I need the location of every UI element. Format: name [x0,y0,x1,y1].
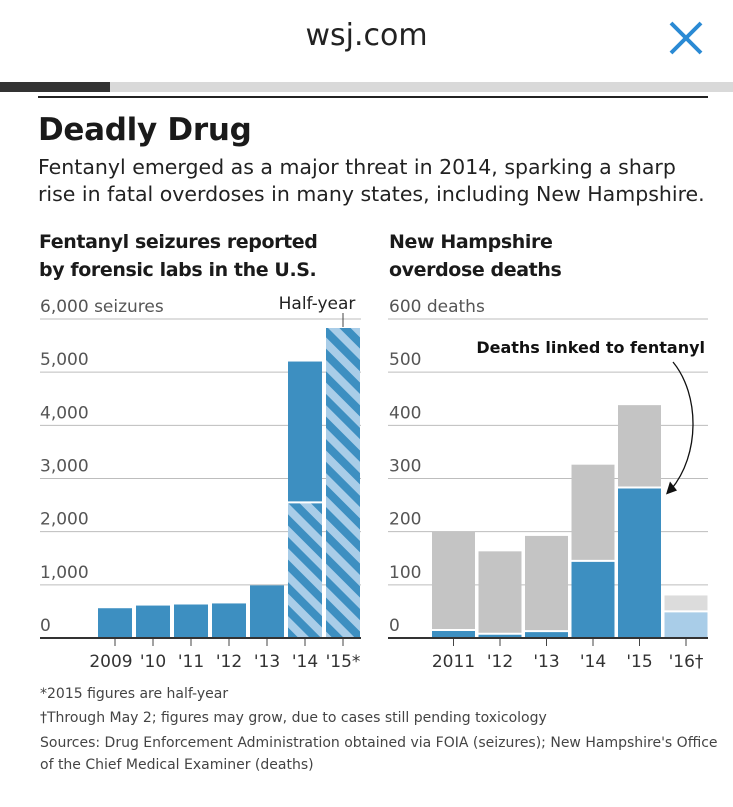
x-tick-label: '12 [487,652,513,672]
annotation-arrow [670,361,694,490]
y-tick-label: 1,000 [40,563,89,583]
bar-total-deaths [478,551,522,638]
x-tick-label: 2009 [89,652,132,672]
arrowhead-icon [666,481,677,495]
fentanyl-annotation: Deaths linked to fentanyl [476,338,705,357]
x-tick-label: '15* [326,652,361,672]
y-tick-label: 0 [40,616,51,636]
x-tick-label: '13 [254,652,280,672]
bar [136,605,170,638]
bar [250,585,284,638]
y-tick-label: 200 [389,510,421,530]
x-tick-label: '14 [580,652,606,672]
y-tick-label: 4,000 [40,403,89,423]
sources-note: Sources: Drug Enforcement Administration… [40,735,718,773]
bar-total-deaths [525,535,568,638]
y-tick-label: 300 [389,457,421,477]
deaths-chart: 0 100 200 300 400 500 600 deaths 2011 '12 '13 '14 '… [388,297,708,672]
y-tick-label: 5,000 [40,350,89,370]
x-tick-label: '15 [626,652,652,672]
y-tick-label: 2,000 [40,510,89,530]
bar [98,608,132,638]
page-domain: wsj.com [305,18,428,53]
y-tick-label: 600 deaths [389,297,485,317]
x-tick-label: '14 [292,652,318,672]
y-tick-label: 0 [389,616,400,636]
footnotes: *2015 figures are half-year †Through May… [40,682,720,776]
y-tick-label: 6,000 seizures [40,297,164,317]
bar-fentanyl-deaths [478,633,522,638]
bar-fentanyl-deaths [664,611,708,638]
bar-total-deaths [432,531,475,638]
y-tick-label: 500 [389,350,421,370]
bar [174,604,208,638]
seizures-chart-title: Fentanyl seizures reported by forensic l… [39,228,318,284]
reading-progress-fill [0,82,110,92]
bar-hatched-portion [326,326,360,638]
bar-fentanyl-deaths [432,630,475,638]
bar-fentanyl-deaths [525,631,568,638]
x-tick-label: '12 [216,652,242,672]
x-tick-label: '16† [669,652,704,672]
deaths-chart-title: New Hampshire overdose deaths [389,228,562,284]
x-tick-label: '11 [178,652,204,672]
bar-fentanyl-deaths [571,560,615,638]
y-tick-label: 3,000 [40,457,89,477]
half-year-annotation: Half-year [279,294,356,314]
y-tick-label: 400 [389,403,421,423]
deaths-title-line-2: overdose deaths [389,259,562,281]
close-icon[interactable] [666,18,706,58]
bar-hatched-portion [288,502,322,638]
browser-topbar: wsj.com [0,0,733,82]
seizures-title-line-1: Fentanyl seizures reported [39,231,318,253]
top-rule [38,96,708,98]
seizures-chart: 0 1,000 2,000 3,000 4,000 5,000 6,000 seizures… [40,294,361,672]
graphic-subtitle: Fentanyl emerged as a major threat in 20… [38,155,705,206]
bar-fentanyl-deaths [618,487,661,638]
graphic-title: Deadly Drug [38,112,252,148]
deaths-title-line-1: New Hampshire [389,231,553,253]
seizures-title-line-2: by forensic labs in the U.S. [39,259,317,281]
footnote-through-may: †Through May 2; figures may grow, due to… [40,710,547,726]
x-tick-label: '13 [533,652,559,672]
x-tick-label: '10 [140,652,166,672]
bar [212,603,246,638]
y-tick-label: 100 [389,563,421,583]
footnote-half-year: *2015 figures are half-year [40,686,229,702]
reading-progress-bar [0,82,733,92]
x-tick-label: 2011 [432,652,475,672]
